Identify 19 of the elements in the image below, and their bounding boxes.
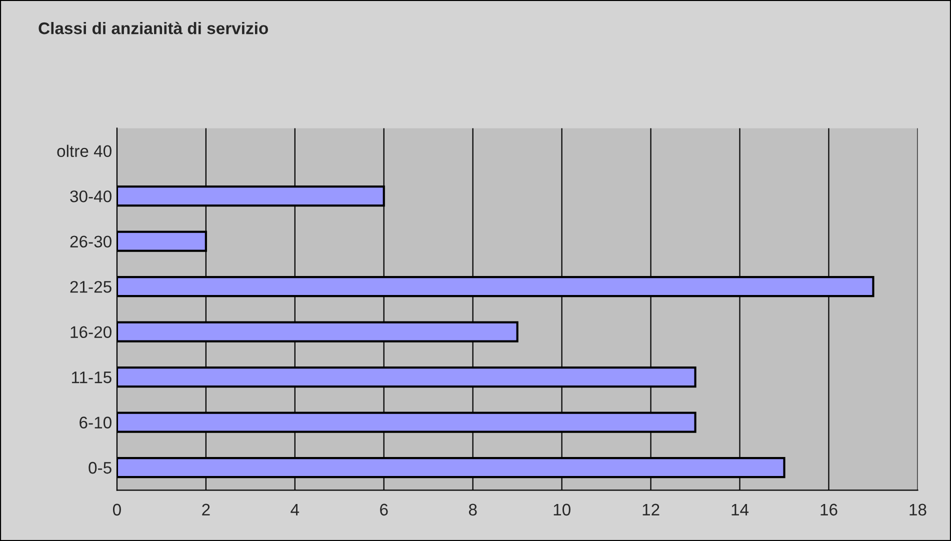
y-tick-label: 30-40 [70,190,112,202]
x-tick-label: 6 [380,504,388,516]
x-tick-label: 8 [468,504,477,516]
y-tick-label: 6-10 [80,416,112,428]
y-tick-label: 0-5 [88,462,112,474]
x-tick-label: 18 [910,504,926,516]
y-tick-label: oltre 40 [57,144,112,158]
y-tick-label: 26-30 [70,236,112,248]
y-tick-label: 16-20 [70,326,112,338]
chart-title: Classi di anzianità di servizio [38,22,268,34]
y-tick-label: 21-25 [70,280,112,293]
y-tick-label: 11-15 [72,372,112,384]
x-tick-label: 10 [554,504,570,516]
x-tick-label: 16 [820,504,838,516]
x-tick-label: 14 [732,504,749,516]
x-tick-label: 0 [112,504,121,516]
x-tick-label: 2 [202,504,210,516]
x-tick-label: 4 [290,504,300,516]
x-tick-label: 12 [642,504,660,516]
